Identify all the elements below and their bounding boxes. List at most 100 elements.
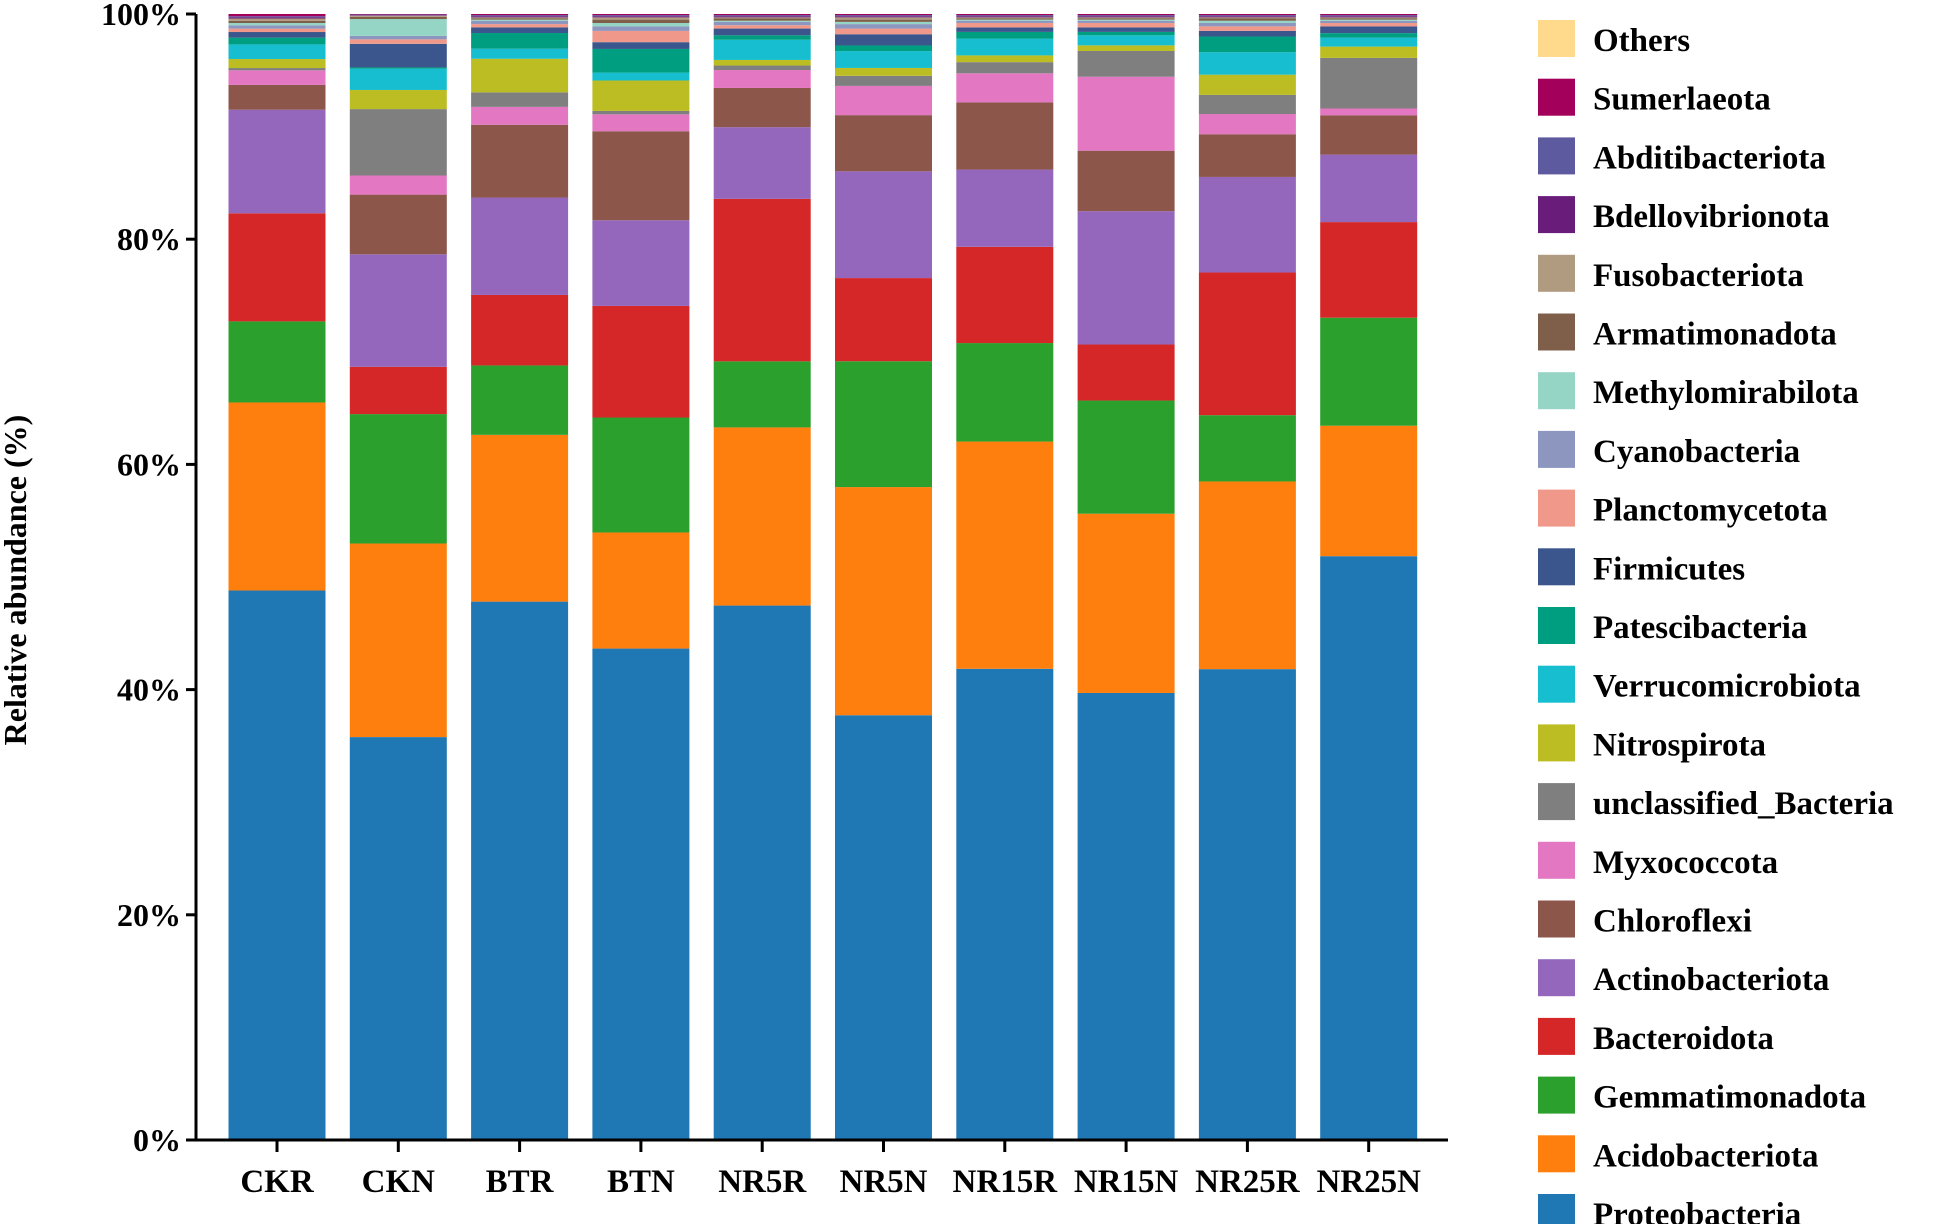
bar-segment-nr5r-chloroflexi (713, 87, 811, 128)
bar-segment-nr5n-abditibacteriota (835, 15, 932, 17)
bar-segment-btn-bacteroidota (592, 305, 690, 418)
y-tick-label: 40% (117, 672, 181, 708)
bar-segment-nr5n-myxococcota (835, 85, 932, 116)
bar-segment-nr5r-acidobacteriota (713, 427, 811, 606)
legend-swatch (1538, 724, 1575, 762)
legend-swatch (1538, 607, 1575, 644)
legend-label: Firmicutes (1593, 551, 1745, 587)
legend-item: Sumerlaeota (1538, 78, 1771, 118)
legend-item: Planctomycetota (1538, 489, 1828, 529)
bar-segment-ckr-abditibacteriota (228, 16, 326, 18)
bar-segment-nr15r-bdellovibrionota (956, 16, 1054, 18)
bar-segment-nr25n-patescibacteria (1320, 33, 1418, 38)
bar-segment-nr5n-acidobacteriota (835, 487, 932, 716)
legend-swatch (1538, 783, 1575, 821)
x-tick-label: CKR (240, 1164, 315, 1200)
bar-segment-ckr-bdellovibrionota (228, 17, 326, 19)
bar-segment-nr5r-firmicutes (713, 28, 811, 36)
bar-segment-nr25r-acidobacteriota (1198, 481, 1296, 670)
legend-label: Others (1593, 23, 1690, 59)
bar-segment-ckr-chloroflexi (228, 84, 326, 110)
legend-swatch (1538, 254, 1575, 292)
bar-segment-nr15r-chloroflexi (956, 102, 1054, 170)
bar-segment-nr15n-bacteroidota (1077, 344, 1175, 401)
bar-segment-nr15n-firmicutes (1077, 27, 1175, 32)
legend-label: Verrucomicrobiota (1593, 669, 1861, 705)
bar-segment-btn-acidobacteriota (592, 532, 690, 649)
legend-item: Firmicutes (1538, 548, 1745, 587)
legend-label: Patescibacteria (1593, 610, 1807, 646)
bar-segment-btn-fusobacteriota (592, 17, 690, 20)
bar-segment-nr5r-sumerlaeota (713, 14, 811, 16)
legend-swatch (1538, 196, 1575, 234)
bar-segment-nr15n-sumerlaeota (1077, 14, 1175, 16)
bar-segment-ckn-gemmatimonadota (349, 414, 447, 544)
bar-segment-btr-methylomirabilota (471, 19, 569, 21)
bar-segment-nr5n-proteobacteria (835, 715, 932, 1140)
legend-swatch (1538, 959, 1575, 997)
x-tick-label: BTN (607, 1164, 675, 1200)
bar-segment-nr15r-patescibacteria (956, 31, 1054, 39)
legend-label: Fusobacteriota (1593, 258, 1804, 294)
x-tick-label: NR5N (840, 1164, 928, 1200)
bar-segment-ckn-patescibacteria (349, 67, 447, 69)
axes-group: 0% 20% 40% 60% 80% 100% CKR CKN BTR BTN NR5R NR5N N… (101, 0, 1448, 1200)
bar-segment-nr25r-firmicutes (1198, 30, 1296, 37)
x-tick-label: NR25N (1316, 1164, 1421, 1200)
bar-segment-btr-armatimonadota (471, 18, 569, 20)
bar-segment-btn-gemmatimonadota (592, 417, 690, 533)
bar-segment-ckn-unclassified-bacteria (349, 109, 447, 176)
bar-segment-ckn-bacteroidota (349, 366, 447, 415)
bar-segment-nr15r-abditibacteriota (956, 15, 1054, 17)
x-tick-label: NR5R (718, 1164, 807, 1200)
bar-segment-nr25r-fusobacteriota (1198, 17, 1296, 19)
x-tick-label: NR15N (1074, 1164, 1179, 1200)
legend-label: unclassified_Bacteria (1593, 786, 1894, 822)
legend-item: Myxococcota (1538, 841, 1778, 881)
legend-item: Fusobacteriota (1538, 254, 1804, 294)
bar-segment-nr25n-bdellovibrionota (1320, 16, 1418, 18)
bar-segment-nr25n-fusobacteriota (1320, 17, 1418, 19)
bar-segment-btr-bacteroidota (471, 294, 569, 366)
bar-segment-ckr-actinobacteriota (228, 109, 326, 214)
bar-segment-nr15n-armatimonadota (1077, 18, 1175, 20)
bar-segment-nr25n-planctomycetota (1320, 23, 1418, 27)
bar-segment-nr25n-cyanobacteria (1320, 20, 1418, 23)
legend-item: unclassified_Bacteria (1538, 783, 1894, 822)
bar-segment-btr-bdellovibrionota (471, 16, 569, 18)
bar-segment-nr15r-verrucomicrobiota (956, 38, 1054, 56)
bar-segment-nr5n-cyanobacteria (835, 24, 932, 29)
legend-label: Acidobacteriota (1593, 1138, 1818, 1174)
bar-segment-btn-proteobacteria (592, 648, 690, 1140)
legend-swatch (1538, 372, 1575, 410)
bar-segment-nr5r-cyanobacteria (713, 21, 811, 26)
bar-segment-nr15r-nitrospirota (956, 55, 1054, 63)
bar-segment-nr5n-fusobacteriota (835, 17, 932, 20)
bar-segment-nr25n-proteobacteria (1320, 556, 1418, 1140)
bar-segment-nr5r-methylomirabilota (713, 20, 811, 22)
bar-segment-nr25n-nitrospirota (1320, 46, 1418, 58)
bar-segment-btr-patescibacteria (471, 33, 569, 49)
bar-segment-btn-nitrospirota (592, 80, 690, 111)
legend-swatch (1538, 430, 1575, 468)
bar-segment-btr-verrucomicrobiota (471, 48, 569, 59)
legend-label: Bdellovibrionota (1593, 199, 1830, 235)
bar-segment-btn-myxococcota (592, 114, 690, 132)
bar-segment-nr15n-gemmatimonadota (1077, 400, 1175, 514)
bar-segment-ckr-cyanobacteria (228, 25, 326, 29)
bar-segment-nr15n-bdellovibrionota (1077, 16, 1175, 18)
bar-segment-nr5r-planctomycetota (713, 25, 811, 29)
legend-swatch (1538, 1017, 1575, 1055)
x-tick-label: NR25R (1195, 1164, 1301, 1200)
bar-segment-nr5r-myxococcota (713, 70, 811, 88)
bar-segment-ckr-sumerlaeota (228, 14, 326, 17)
legend-item: Proteobacteria (1538, 1194, 1801, 1224)
bar-segment-nr25r-patescibacteria (1198, 36, 1296, 53)
legend-item: Chloroflexi (1538, 900, 1752, 940)
bar-segment-ckn-proteobacteria (349, 737, 447, 1140)
bar-segment-nr15r-proteobacteria (956, 668, 1054, 1140)
bar-segment-nr25r-chloroflexi (1198, 134, 1296, 177)
legend-swatch (1538, 313, 1575, 351)
bar-segment-nr25n-unclassified-bacteria (1320, 57, 1418, 109)
